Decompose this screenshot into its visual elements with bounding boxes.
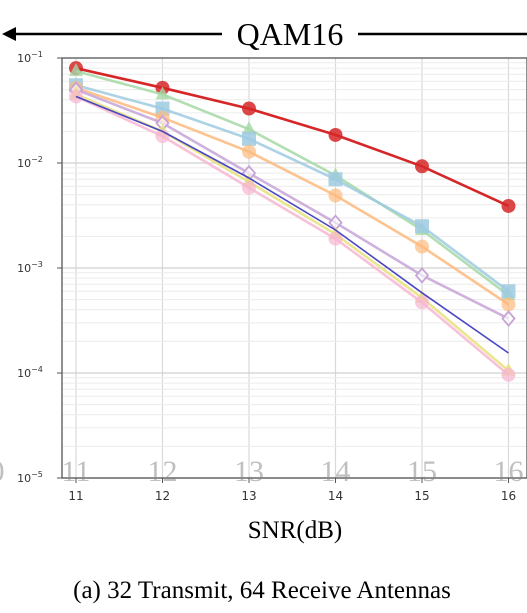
- data-point-7: [242, 180, 256, 195]
- data-point-2: [69, 63, 83, 77]
- y-tick-label: 10−4: [17, 365, 43, 380]
- x-ticks: 11 12 13 14 15 16: [68, 478, 516, 503]
- series-group: [68, 61, 516, 382]
- data-point-2: [242, 121, 256, 135]
- y-tick-label: 10−5: [17, 470, 43, 485]
- series-line-5: [75, 88, 510, 320]
- data-point-1: [415, 159, 429, 174]
- x-tick-label-large: 16: [494, 455, 524, 488]
- data-point-4: [328, 188, 343, 203]
- series-line-7: [75, 95, 510, 376]
- data-point-1: [501, 198, 516, 213]
- x-tick-label: 12: [155, 489, 170, 503]
- y-tick-label: 10−2: [17, 155, 43, 170]
- data-point-3: [415, 219, 429, 234]
- x-tick-label: 13: [241, 489, 256, 503]
- data-point-3: [328, 172, 343, 187]
- arrow-head-left-icon: [2, 27, 16, 41]
- x-tick-label-large: 12: [148, 455, 178, 488]
- x-tick-label-large: 13: [234, 455, 264, 488]
- x-tick-label-large: 11: [62, 455, 91, 488]
- data-point-2: [155, 86, 170, 100]
- caption: (a) 32 Transmit, 64 Receive Antennas: [73, 577, 451, 604]
- series-line-8: [75, 95, 509, 354]
- data-point-3: [242, 131, 256, 146]
- y-tick-label: 10−3: [17, 260, 43, 275]
- data-point-1: [328, 127, 343, 142]
- x-tick-label: 16: [501, 489, 516, 503]
- x-axis-label: SNR(dB): [248, 517, 342, 544]
- x-tick-label-large: 10: [0, 455, 5, 488]
- data-point-5: [414, 267, 430, 284]
- qam16-banner: QAM16: [2, 16, 527, 52]
- series-line-2: [75, 69, 510, 297]
- data-point-4: [501, 297, 516, 312]
- series-line-1: [75, 66, 510, 208]
- data-point-7: [328, 231, 343, 246]
- x-tick-label-large: 14: [321, 455, 351, 488]
- x-tick-label-large: 15: [407, 455, 437, 488]
- data-point-7: [69, 89, 83, 104]
- series-line-6: [75, 93, 510, 372]
- x-tick-label: 15: [414, 489, 429, 503]
- data-point-4: [415, 239, 429, 254]
- y-ticks: 10−1 10−2 10−3 10−4 10−5: [17, 50, 62, 485]
- x-ticks-large: 10 11 12 13 14 15 16: [0, 455, 524, 488]
- banner-label: QAM16: [237, 16, 344, 52]
- x-tick-label: 11: [68, 489, 83, 503]
- series-line-3: [75, 84, 510, 293]
- x-tick-label: 14: [328, 489, 343, 503]
- data-point-7: [415, 295, 429, 310]
- data-point-5: [501, 310, 516, 327]
- data-point-4: [242, 144, 256, 159]
- series-line-4: [75, 86, 510, 306]
- y-tick-label: 10−1: [17, 50, 43, 65]
- data-point-7: [501, 367, 516, 382]
- grid: [62, 58, 527, 479]
- data-point-3: [501, 284, 516, 299]
- data-point-1: [242, 101, 256, 116]
